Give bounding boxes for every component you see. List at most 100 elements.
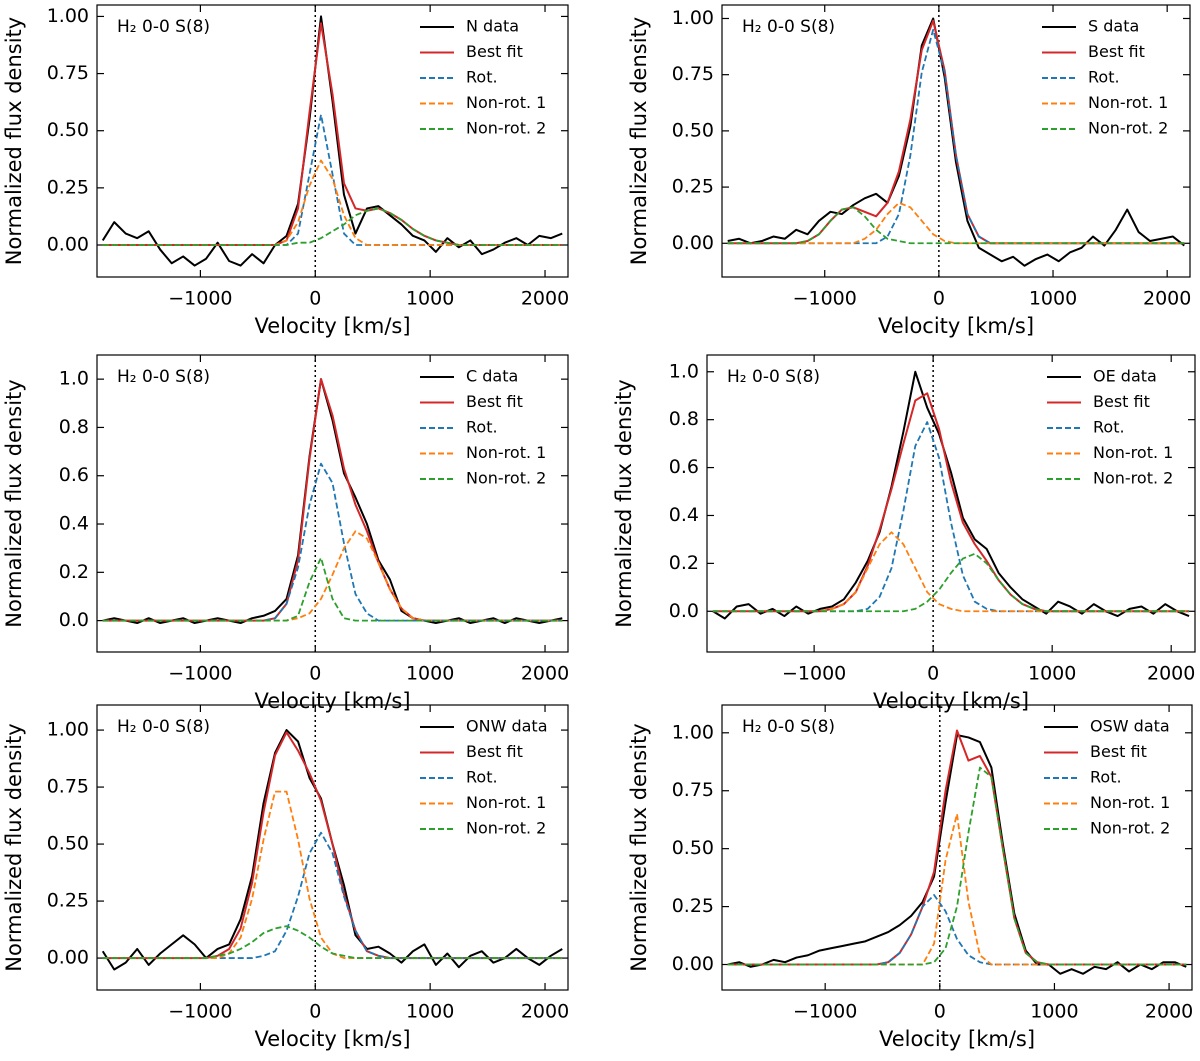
legend-label: Non-rot. 1 (466, 793, 546, 812)
legend-label: Non-rot. 2 (466, 119, 546, 138)
x-tick-label: 1000 (1030, 1001, 1078, 1023)
y-tick-label: 0.00 (672, 232, 714, 254)
y-axis-label: Normalized flux density (627, 17, 651, 265)
x-tick-label: −1000 (168, 663, 232, 685)
series-line (727, 766, 1187, 966)
x-tick-label: 2000 (1143, 288, 1191, 310)
legend-label: Rot. (1088, 68, 1120, 87)
y-axis-label: Normalized flux density (612, 379, 636, 627)
x-tick-label: 1000 (406, 288, 454, 310)
axes-frame (96, 4, 569, 278)
y-tick-label: 0.50 (47, 833, 89, 855)
annotation: H₂ 0-0 S(8) (117, 17, 210, 37)
y-tick-label: 0.00 (47, 234, 89, 256)
y-tick-label: 1.0 (59, 368, 89, 390)
legend-label: Best fit (1090, 742, 1147, 761)
series-line (727, 729, 1187, 966)
legend-label: Rot. (466, 68, 498, 87)
annotation: H₂ 0-0 S(8) (117, 717, 210, 737)
y-tick-label: 0.2 (669, 552, 699, 574)
x-tick-label: −1000 (793, 288, 857, 310)
legend-label: Rot. (466, 418, 498, 437)
series-line (727, 206, 1185, 245)
x-tick-label: 0 (927, 663, 939, 685)
x-tick-label: −1000 (793, 1001, 857, 1023)
x-axis-label: Velocity [km/s] (254, 689, 410, 713)
y-tick-label: 0.4 (59, 513, 89, 535)
y-tick-label: 0.00 (47, 947, 89, 969)
legend-label: Non-rot. 1 (1090, 793, 1170, 812)
annotation: H₂ 0-0 S(8) (742, 17, 835, 37)
series-line (727, 894, 1187, 966)
y-tick-label: 1.00 (47, 5, 89, 27)
y-tick-label: 0.0 (669, 600, 699, 622)
y-tick-label: 0.50 (672, 119, 714, 141)
panel: −1000 0 1000 2000 0.0 0.2 0.4 0.6 0.8 1.0 Velocity… (612, 354, 1196, 713)
x-axis-label: Velocity [km/s] (254, 314, 410, 338)
legend-label: Non-rot. 2 (1088, 119, 1168, 138)
legend-label: C data (466, 367, 518, 386)
legend-label: Rot. (1090, 768, 1122, 787)
series-line (102, 831, 563, 959)
x-tick-label: 2000 (521, 1001, 569, 1023)
series-line (102, 790, 563, 959)
y-tick-label: 0.75 (672, 63, 714, 85)
panel: −1000 0 1000 2000 0.0 0.2 0.4 0.6 0.8 1.0 Velocity… (2, 354, 569, 713)
y-tick-label: 0.4 (669, 504, 699, 526)
x-tick-label: 1000 (406, 1001, 454, 1023)
legend-label: Best fit (466, 392, 523, 411)
legend-label: Best fit (1088, 42, 1145, 61)
series-line (102, 207, 563, 246)
legend-label: Best fit (466, 42, 523, 61)
y-tick-label: 0.6 (59, 464, 89, 486)
y-axis-label: Normalized flux density (2, 723, 26, 971)
x-tick-label: 0 (309, 663, 321, 685)
series-line (727, 201, 1185, 245)
axes-frame (706, 354, 1196, 653)
x-tick-label: −1000 (168, 1001, 232, 1023)
y-tick-label: 0.6 (669, 456, 699, 478)
series-line (102, 925, 563, 959)
panel: −1000 0 1000 2000 0.00 0.25 0.50 0.75 1.00 Veloci… (2, 4, 569, 338)
legend-label: Best fit (466, 742, 523, 761)
x-tick-label: 0 (309, 288, 321, 310)
legend-label: Non-rot. 2 (1093, 469, 1173, 488)
y-axis-label: Normalized flux density (627, 723, 651, 971)
y-tick-label: 0.25 (47, 176, 89, 198)
y-tick-label: 0.8 (669, 408, 699, 430)
x-tick-label: 0 (934, 1001, 946, 1023)
series-line (102, 731, 563, 960)
x-tick-label: 2000 (521, 288, 569, 310)
x-tick-label: 1000 (406, 663, 454, 685)
x-axis-label: Velocity [km/s] (873, 689, 1029, 713)
y-tick-label: 1.0 (669, 360, 699, 382)
legend-label: Non-rot. 1 (1088, 93, 1168, 112)
legend-label: ONW data (466, 717, 548, 736)
legend-label: Non-rot. 1 (466, 93, 546, 112)
y-tick-label: 0.2 (59, 561, 89, 583)
legend-label: Rot. (1093, 418, 1125, 437)
axes-frame (96, 704, 569, 991)
panel: −1000 0 1000 2000 0.00 0.25 0.50 0.75 1.00 Veloci… (627, 704, 1193, 1051)
x-axis-label: Velocity [km/s] (878, 314, 1034, 338)
y-tick-label: 0.00 (672, 953, 714, 975)
series-line (102, 378, 563, 622)
y-tick-label: 0.75 (47, 776, 89, 798)
x-tick-label: 1000 (1028, 663, 1076, 685)
y-tick-label: 1.00 (672, 721, 714, 743)
annotation: H₂ 0-0 S(8) (117, 367, 210, 387)
y-tick-label: 1.00 (672, 7, 714, 29)
x-tick-label: 1000 (1029, 288, 1077, 310)
y-tick-label: 0.75 (47, 62, 89, 84)
axes-frame (96, 354, 569, 653)
y-tick-label: 0.50 (672, 837, 714, 859)
legend-label: Non-rot. 1 (1093, 443, 1173, 462)
legend-label: Non-rot. 2 (1090, 819, 1170, 838)
y-tick-label: 0.8 (59, 416, 89, 438)
panel: −1000 0 1000 2000 0.00 0.25 0.50 0.75 1.00 Veloci… (2, 704, 569, 1051)
x-axis-label: Velocity [km/s] (879, 1027, 1035, 1051)
y-axis-label: Normalized flux density (2, 379, 26, 627)
y-tick-label: 0.0 (59, 609, 89, 631)
